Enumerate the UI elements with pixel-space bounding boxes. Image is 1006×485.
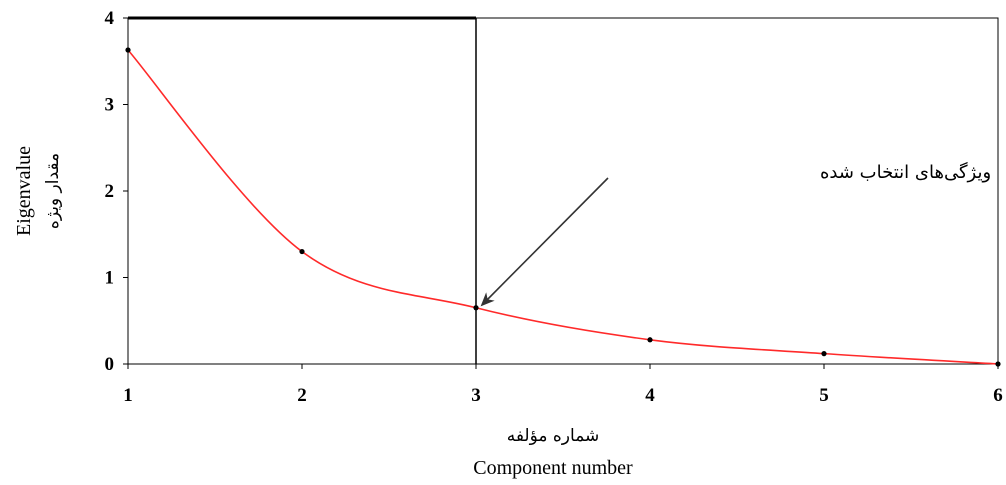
y-tick-label: 2 [105,181,115,202]
x-tick-label: 3 [471,385,481,406]
annotation-text: ویژگی‌های انتخاب شده [820,161,991,183]
x-tick-label: 4 [645,385,655,406]
y-tick-label: 1 [105,268,115,289]
reference-lines [128,16,477,364]
data-point [647,337,653,343]
series-line [127,49,999,365]
plot-area-frame [127,17,999,365]
annotation-arrow [480,177,609,307]
y-tick-label: 0 [105,354,115,375]
x-tick-label: 6 [993,385,1003,406]
series-markers [125,47,1001,367]
y-ticks: 0 1 2 3 4 [105,8,128,375]
x-tick-label: 1 [123,385,133,406]
y-tick-label: 4 [105,8,115,29]
data-point [125,47,131,53]
x-axis-title-fa: شماره مؤلفه [507,426,600,446]
y-tick-label: 3 [105,95,115,116]
data-point [821,351,827,357]
x-tick-label: 5 [819,385,829,406]
data-point [473,305,479,311]
data-point [995,361,1001,367]
y-axis-title-fa: مقدار ویژه [43,153,63,229]
y-axis-title: Eigenvalue [13,146,35,236]
data-point [299,248,305,255]
x-axis-title: Component number [473,457,633,479]
x-ticks: 1 2 3 4 5 6 [123,364,1003,406]
x-tick-label: 2 [297,385,307,406]
